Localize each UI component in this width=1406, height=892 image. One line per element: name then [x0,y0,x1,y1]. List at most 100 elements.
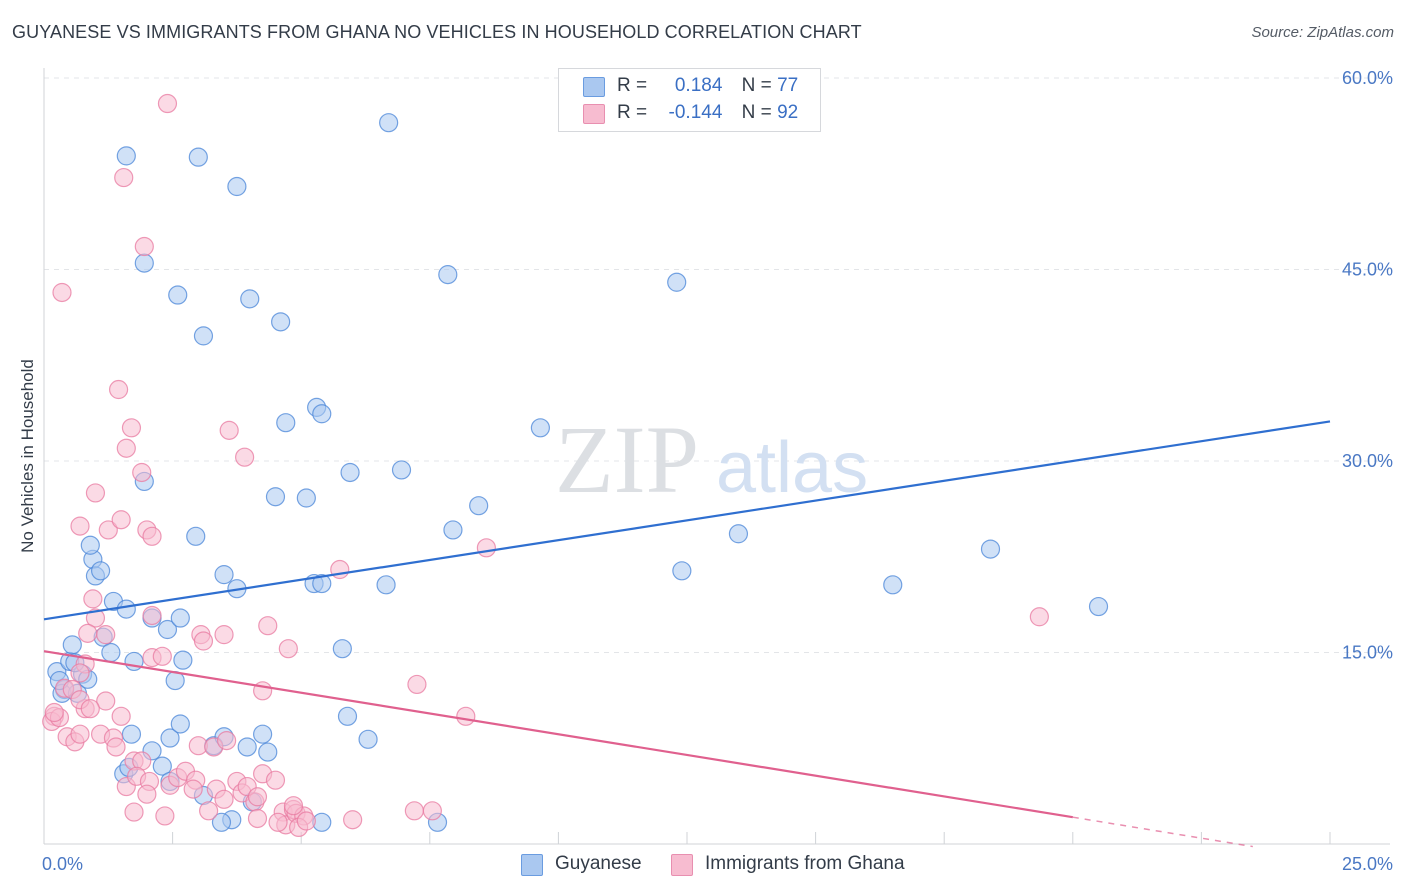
data-point [253,724,273,744]
data-point [193,326,214,346]
data-point [111,510,131,530]
data-point [358,729,378,749]
data-point [70,663,90,683]
trend-line-ghana [43,650,1073,819]
data-point [186,526,206,546]
data-point [237,737,257,757]
tick-labels: 15.0% 30.0% 45.0% 60.0% 0.0% 25.0% [42,68,1393,874]
data-point [121,724,142,744]
data-point [667,272,687,292]
data-point [728,524,749,544]
data-point [132,462,152,483]
data-point [672,561,692,581]
data-point [340,462,360,483]
trend-lines [43,420,1331,848]
data-point [108,379,129,400]
data-point [111,706,131,726]
trend-line-guyanese [43,420,1331,621]
data-point [168,285,188,305]
data-point [438,265,458,285]
data-point [199,801,219,821]
data-point [157,93,178,114]
data-point [296,811,316,831]
data-point [134,236,154,257]
data-point [1088,596,1109,617]
data-point [469,496,489,516]
data-point [332,639,352,659]
legend-r-label: R = [617,102,648,123]
data-point [96,625,116,645]
data-point [160,728,180,748]
data-point [137,784,157,804]
watermark-atlas: atlas [716,428,868,508]
data-point [70,516,90,536]
data-point [235,447,255,467]
data-point [312,573,332,594]
data-point [170,714,190,734]
data-point [227,176,247,197]
data-point [142,526,162,546]
data-point [258,616,278,636]
data-point [476,538,496,558]
data-point [265,487,286,507]
legend-swatch-ghana [583,104,605,124]
data-point [219,420,239,440]
x-tick-label: 25.0% [1342,854,1393,874]
data-point [114,167,134,188]
data-point [152,756,172,776]
legend-swatch-guyanese [583,77,605,97]
data-point [85,483,106,503]
data-point [283,796,304,816]
data-point [80,699,100,719]
data-point [183,779,203,799]
data-point [188,147,208,167]
watermark: ZIP atlas [555,406,868,513]
legend-n-value: 92 [777,102,799,123]
data-point [142,605,162,626]
legend-n-value: 77 [777,75,799,96]
data-point [268,812,288,832]
legend-n-label: N = [741,102,772,123]
data-point [193,631,214,651]
data-point [170,608,190,628]
bottom-legend-label-ghana: Immigrants from Ghana [705,853,905,874]
data-point [456,706,476,726]
data-point [214,625,234,645]
data-point [404,801,424,821]
data-point [258,742,278,762]
data-point [98,520,118,540]
data-point [134,253,154,273]
data-point [101,642,121,663]
data-point [83,589,103,609]
data-point [214,789,234,809]
data-point [407,674,427,695]
data-point [312,404,332,424]
chart-title: GUYANESE VS IMMIGRANTS FROM GHANA NO VEH… [12,22,862,42]
legend-n-label: N = [741,75,772,96]
data-point [278,639,298,659]
data-point [217,730,237,751]
y-tick-label: 45.0% [1342,260,1393,280]
data-point [121,418,142,438]
legend-r-value: -0.144 [668,102,723,123]
data-point [80,535,100,555]
data-point [124,802,144,822]
data-point [152,646,172,666]
bottom-legend-swatch-ghana [671,854,693,876]
data-point [173,650,193,670]
data-point [376,575,396,595]
data-point [271,312,291,332]
data-point [247,808,268,829]
data-point [116,146,136,166]
data-point [116,438,136,458]
y-tick-label: 15.0% [1342,643,1393,663]
data-point [530,418,550,438]
bottom-legend-swatch-guyanese [521,854,543,876]
y-tick-label: 60.0% [1342,68,1393,88]
series-ghana-points [42,93,1049,838]
trend-line-ghana-extension [1072,816,1253,848]
grid-lines [44,77,1390,653]
data-point [265,770,286,790]
data-point [247,787,268,807]
data-point [214,565,234,585]
